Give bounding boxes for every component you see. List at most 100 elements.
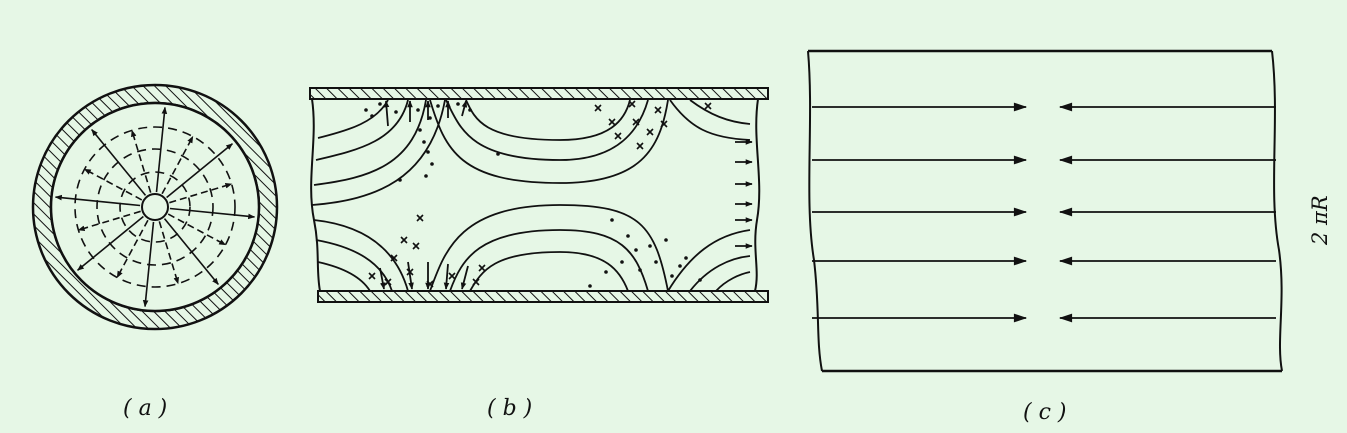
- particle-dot: [664, 238, 668, 242]
- particle-dot: [496, 152, 500, 156]
- particle-dot: [468, 108, 472, 112]
- right-break-edge: [1271, 50, 1283, 372]
- radial-arrow: [142, 221, 155, 308]
- streamline: [429, 204, 669, 292]
- particle-cross: [628, 100, 636, 108]
- particle-dot: [670, 274, 674, 278]
- particle-cross: [654, 106, 662, 114]
- particle-cross: [416, 214, 424, 222]
- streamline: [689, 99, 751, 125]
- particle-dot: [364, 108, 368, 112]
- particle-dot: [398, 178, 402, 182]
- wall-arrow: [383, 100, 390, 127]
- radial-arrow: [155, 106, 168, 193]
- particle-cross: [478, 264, 486, 272]
- particle-dot: [426, 150, 430, 154]
- particle-dot: [370, 114, 374, 118]
- particle-dot: [684, 256, 688, 260]
- streamline: [315, 99, 409, 161]
- left-break-edge: [807, 50, 823, 372]
- radial-arrow: [166, 143, 233, 199]
- particle-dot: [430, 162, 434, 166]
- radial-arrow: [169, 207, 256, 220]
- particle-cross: [646, 128, 654, 136]
- particle-dot: [634, 248, 638, 252]
- particle-dot: [428, 116, 432, 120]
- caption-b: ( b ): [487, 396, 533, 421]
- particle-cross: [384, 278, 392, 286]
- particle-dot: [418, 128, 422, 132]
- particle-dot: [422, 140, 426, 144]
- particle-cross: [368, 272, 376, 280]
- particle-cross: [660, 120, 668, 128]
- streamline: [689, 255, 751, 292]
- particle-cross: [412, 242, 420, 250]
- streamline: [445, 99, 649, 161]
- particle-cross: [632, 118, 640, 126]
- streamline: [429, 99, 669, 184]
- radial-arrow: [77, 215, 144, 271]
- particle-cross: [608, 118, 616, 126]
- panel-a-cross-section: [31, 83, 279, 331]
- particle-cross: [406, 268, 414, 276]
- panel-b-longitudinal-section: [309, 87, 769, 303]
- flow-streamlines: [311, 99, 753, 292]
- particle-dot: [610, 218, 614, 222]
- dashed-rings: [74, 126, 236, 288]
- particle-cross: [400, 236, 408, 244]
- streamline: [465, 99, 631, 141]
- particle-cross: [472, 278, 480, 286]
- center-hub: [141, 193, 169, 221]
- particle-dot: [588, 284, 592, 288]
- particle-dot: [394, 110, 398, 114]
- radial-arrow: [163, 218, 219, 285]
- streamline: [313, 219, 409, 292]
- caption-a: ( a ): [123, 396, 168, 421]
- streamline: [315, 239, 393, 292]
- particle-markers: [364, 100, 712, 288]
- particle-cross: [426, 280, 434, 288]
- particle-dot: [678, 264, 682, 268]
- streamline: [715, 271, 751, 292]
- wall-arrow: [443, 263, 450, 290]
- particle-dot: [378, 102, 382, 106]
- bottom-wall: [317, 290, 769, 303]
- particle-cross: [594, 104, 602, 112]
- particle-dot: [604, 270, 608, 274]
- streamline: [667, 229, 751, 292]
- particle-cross: [614, 132, 622, 140]
- streamline: [317, 99, 389, 139]
- dashed-ring: [96, 148, 214, 266]
- wall-arrow: [460, 265, 469, 290]
- panel-c-unrolled-wall: [807, 49, 1283, 373]
- particle-dot: [424, 174, 428, 178]
- streamline: [469, 251, 629, 292]
- particle-cross: [704, 102, 712, 110]
- dashed-ring: [119, 171, 191, 243]
- particle-dot: [626, 234, 630, 238]
- particle-cross: [390, 254, 398, 262]
- circumference-label: 2 πR: [1308, 195, 1332, 245]
- particle-dot: [638, 268, 642, 272]
- particle-dot: [456, 102, 460, 106]
- particle-dot: [416, 108, 420, 112]
- radial-arrow: [91, 129, 147, 196]
- opposing-flow-arrows: [812, 102, 1276, 323]
- particle-dot: [698, 278, 702, 282]
- streamline: [311, 99, 446, 206]
- caption-c: ( c ): [1023, 400, 1067, 425]
- dashed-ring: [74, 126, 236, 288]
- particle-dot: [654, 260, 658, 264]
- right-break-line: [754, 98, 761, 292]
- particle-dot: [436, 104, 440, 108]
- particle-dot: [620, 260, 624, 264]
- radial-arrow: [54, 194, 141, 207]
- left-break-line: [310, 98, 321, 292]
- particle-cross: [636, 142, 644, 150]
- streamline: [669, 99, 751, 141]
- particle-cross: [448, 272, 456, 280]
- streamline: [449, 229, 649, 292]
- streamline: [313, 99, 427, 186]
- wall-arrow: [461, 100, 468, 117]
- radial-arrows: [54, 106, 256, 308]
